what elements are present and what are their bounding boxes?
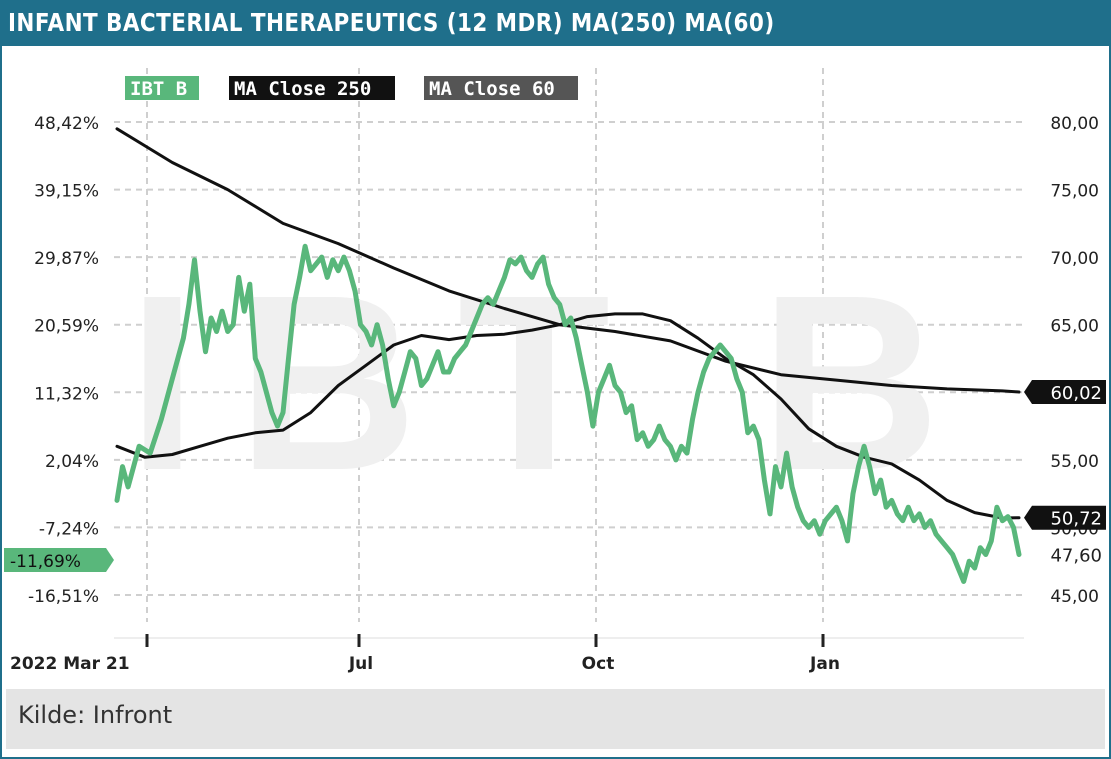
value-tags: 60,02 50,72 47,60 -11,69% [4,380,1106,572]
title-bar: INFANT BACTERIAL THERAPEUTICS (12 MDR) M… [2,2,1109,46]
series-lines [114,127,1022,584]
right-tick-label: 80,00 [1050,114,1099,134]
right-tick-label: 70,00 [1050,249,1099,269]
legend-ma-60: MA Close 60 [424,76,578,100]
right-tick-label: 65,00 [1050,317,1099,337]
footer: Kilde: Infront [6,689,1105,749]
price-value-tag-bg [1024,542,1106,567]
left-tick-label: 11,32% [34,384,99,404]
left-tick-label: -7,24% [39,519,99,539]
x-axis: 2022 Mar 21 Jul Oct Jan [10,634,1024,674]
chart-plot: IBT B 48,42% 39,15% 29,87% 20,59% 11,32% 2,04… [4,68,1106,674]
legend-ma-250: MA Close 250 [229,76,395,100]
left-tick-label: 29,87% [34,249,99,269]
chart-title: INFANT BACTERIAL THERAPEUTICS (12 MDR) M… [8,8,775,37]
ma-60-value-tag: 50,72 [1050,509,1102,530]
right-tick-label: 45,00 [1050,587,1099,607]
x-tick-label: 2022 Mar 21 [10,654,130,674]
left-tick-label: 20,59% [34,317,99,337]
price-line [114,243,1022,584]
right-tick-label: 55,00 [1050,452,1099,472]
right-tick-label: 75,00 [1050,182,1099,202]
price-pct-tag-bg [4,548,114,572]
ma-60-value-tag-bg [1024,505,1106,530]
price-pct-tag: -11,69% [10,552,81,572]
x-tick-label: Oct [582,654,615,674]
price-value-tag: 47,60 [1050,545,1102,566]
left-tick-label: 39,15% [34,182,99,202]
legend-ibt-b: IBT B [125,76,199,100]
x-tick-label: Jul [348,654,373,674]
source-label: Kilde: Infront [18,701,173,729]
x-tick-label: Jan [809,654,840,674]
ma-250-line [115,127,1021,394]
left-tick-label: 48,42% [34,114,99,134]
ma-250-value-tag: 60,02 [1050,383,1102,404]
ma-250-value-tag-bg [1024,380,1106,405]
left-axis: 48,42% 39,15% 29,87% 20,59% 11,32% 2,04% -7,24… [28,114,99,607]
left-tick-label: -16,51% [28,587,99,607]
left-tick-label: 2,04% [45,452,99,472]
